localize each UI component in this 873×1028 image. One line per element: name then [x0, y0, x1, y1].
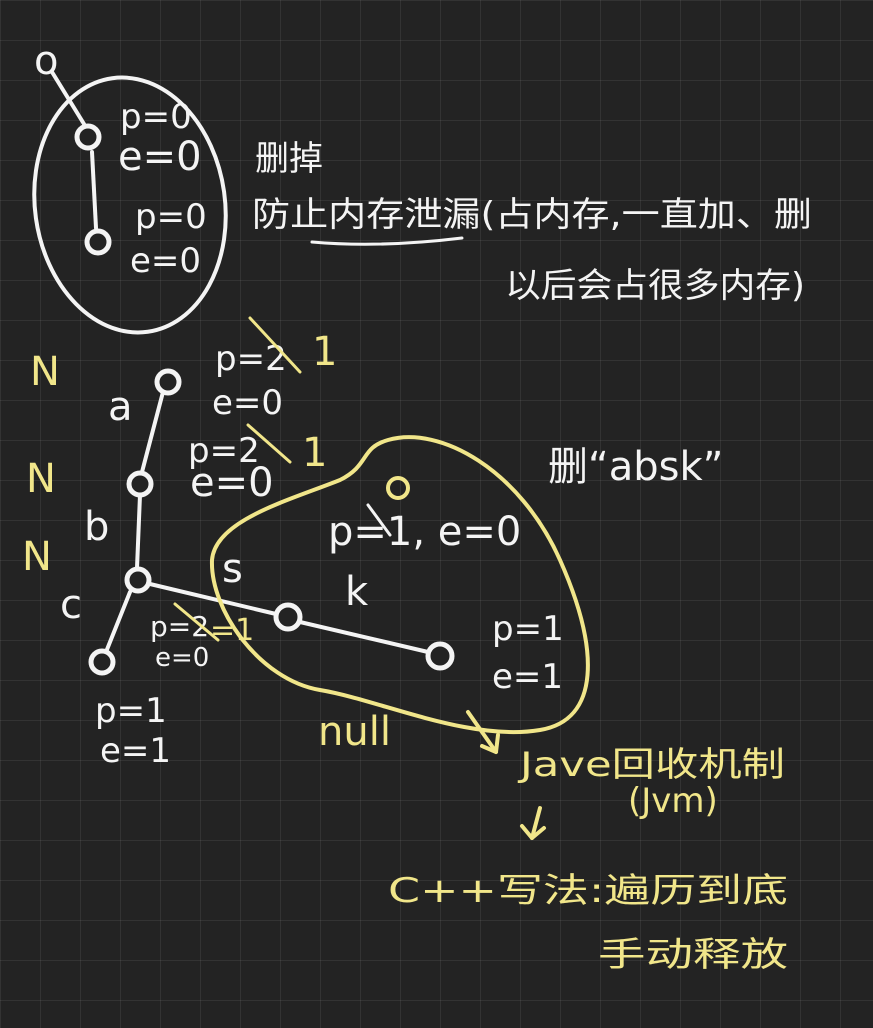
node-c-leaf [88, 648, 116, 676]
node-a [126, 470, 154, 498]
top-tree-node2-e: e=0 [130, 241, 201, 281]
node-a-e: e=0 [212, 383, 283, 423]
top-tree-edge-child [90, 150, 98, 230]
edge-label-k: k [345, 569, 369, 615]
region-node [386, 476, 410, 500]
top-tree-root-node: o [34, 38, 58, 84]
jvm-note: (Jvm) [628, 781, 718, 821]
node-b [124, 566, 152, 594]
node-b-p-old: p=2 [188, 431, 260, 471]
top-tree-edge-root [50, 70, 86, 126]
region-node-pe: p=1, e=0 [328, 509, 521, 555]
n-mark-1: N [30, 349, 60, 395]
n-mark-2: N [26, 456, 56, 502]
edge-label-b: b [84, 504, 109, 550]
cpp-note-line2: 手动释放 [598, 935, 788, 975]
edge-k [298, 620, 430, 654]
node-a-strike [248, 316, 302, 374]
top-tree-node-1 [74, 123, 102, 151]
top-tree-enclosure [32, 75, 228, 335]
node-k-p: p=1 [492, 609, 564, 649]
edge-label-a: a [108, 384, 133, 430]
null-label: null [318, 709, 391, 755]
region-pe-strike [366, 503, 392, 537]
edge-s [148, 582, 278, 616]
node-s [273, 602, 303, 632]
top-tree-node1-e: e=0 [118, 134, 202, 180]
node-root [154, 368, 182, 396]
node-c-strike [173, 602, 220, 642]
note-underline [310, 236, 464, 246]
note-memory-leak-line2: 以后会占很多内存) [505, 266, 805, 306]
top-tree-node-2 [84, 228, 112, 256]
node-b-e: e=0 [190, 460, 274, 506]
delete-title: 删“absk” [548, 444, 723, 490]
edge-label-c: c [60, 582, 82, 628]
node-a-p-new: 1 [312, 329, 337, 375]
node-cleaf-p: p=1 [95, 691, 167, 731]
node-b-p-new: 1 [302, 430, 327, 476]
node-c-e: e=0 [155, 643, 209, 673]
node-k-e: e=1 [492, 657, 563, 697]
main-tree: N N N a b c s k p=2 1 e=0 p=2 1 e=0 p=2 [22, 316, 590, 771]
edge-b [135, 493, 142, 570]
edge-label-s: s [222, 546, 243, 592]
java-gc-note: Jave回收机制 [517, 745, 785, 785]
node-cleaf-e: e=1 [100, 731, 171, 771]
n-mark-3: N [22, 534, 52, 580]
note-delete: 删掉 [255, 139, 323, 179]
node-c-p-old: p=2 [150, 610, 209, 643]
note-memory-leak-line1: 防止内存泄漏(占内存,一直加、删 [252, 195, 812, 235]
top-tree-node2-p: p=0 [135, 197, 207, 237]
node-k [425, 641, 455, 671]
edge-a [140, 390, 165, 474]
cpp-note-line1: C++写法:遍历到底 [388, 871, 788, 911]
freed-region-outline [209, 435, 590, 735]
edge-c [104, 590, 132, 654]
node-c-p-new: =1 [210, 613, 254, 648]
top-tree: o p=0 e=0 p=0 e=0 [32, 38, 228, 335]
arrow-to-java [466, 710, 500, 754]
top-tree-node1-p: p=0 [120, 97, 192, 137]
arrow-to-cpp [520, 806, 546, 840]
node-b-strike [246, 423, 292, 464]
